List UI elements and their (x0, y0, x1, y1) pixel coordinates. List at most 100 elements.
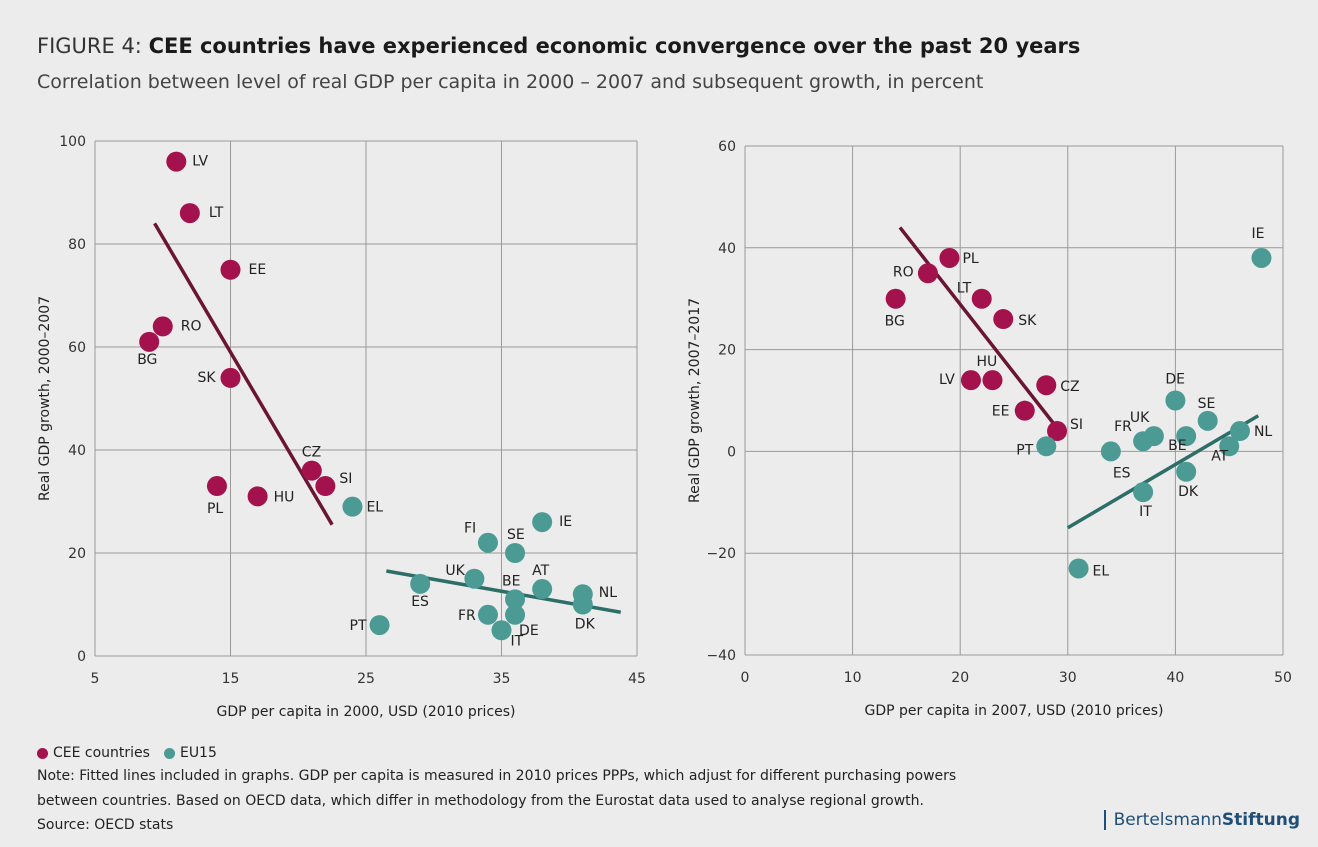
fitted-line-eu15 (1066, 414, 1260, 530)
point-label-eu15-de: DE (1165, 372, 1185, 388)
data-point-eu15-ie (532, 512, 553, 533)
legend-cee-label: CEE countries (53, 745, 150, 761)
point-label-eu15-es: ES (1113, 465, 1131, 481)
point-label-eu15-de: DE (519, 623, 539, 639)
point-label-cee-lt: LT (209, 205, 224, 221)
point-label-eu15-uk: UK (1130, 410, 1150, 426)
point-label-cee-lv: LV (939, 372, 955, 388)
data-point-cee-hu (247, 486, 268, 507)
data-point-cee-ro (152, 316, 173, 337)
y-tick-label: −20 (706, 546, 736, 562)
data-point-eu15-at (1219, 436, 1240, 457)
data-point-eu15-it (491, 620, 512, 641)
figure-prefix: FIGURE 4: (37, 34, 149, 58)
fitted-line-cee (153, 222, 334, 526)
figure-subtitle: Correlation between level of real GDP pe… (37, 71, 984, 93)
x-tick-label: 10 (844, 670, 862, 686)
chart-panel-2: 0 10 20 30 40 50 −40 −20 0 20 40 60 GDP per capita i… (687, 139, 1292, 719)
data-point-cee-si (315, 476, 336, 497)
x-tick-label: 50 (1274, 670, 1292, 686)
data-point-eu15-el (342, 496, 363, 517)
data-point-eu15-de (505, 604, 526, 625)
point-label-eu15-nl: NL (599, 585, 617, 601)
brand-part2: Stiftung (1221, 810, 1300, 830)
data-point-eu15-nl (1229, 421, 1250, 442)
data-point-cee-bg (885, 288, 906, 309)
data-point-cee-lv (960, 370, 981, 391)
y-axis-label: Real GDP growth, 2000–2007 (37, 296, 53, 501)
data-point-cee-si (1047, 421, 1068, 442)
point-label-cee-hu: HU (274, 489, 295, 505)
point-label-eu15-se: SE (507, 527, 525, 543)
point-label-cee-si: SI (339, 471, 352, 487)
figure-title-text: CEE countries have experienced economic … (148, 34, 1081, 58)
data-point-cee-cz (301, 460, 322, 481)
point-label-eu15-be: BE (1168, 438, 1186, 454)
point-label-cee-lt: LT (957, 281, 972, 297)
note-line-2: between countries. Based on OECD data, w… (37, 793, 924, 809)
point-label-cee-cz: CZ (302, 445, 321, 461)
data-point-cee-hu (982, 370, 1003, 391)
data-point-cee-lt (179, 203, 200, 224)
data-point-cee-pl (206, 476, 227, 497)
y-tick-label: 100 (59, 134, 86, 150)
y-tick-label: −40 (706, 648, 736, 664)
legend-eu15-marker (163, 747, 175, 759)
x-axis-label: GDP per capita in 2000, USD (2010 prices… (216, 704, 515, 720)
point-label-eu15-uk: UK (445, 563, 465, 579)
point-label-eu15-it: IT (1139, 504, 1152, 520)
y-tick-label: 40 (68, 443, 86, 459)
x-tick-label: 0 (741, 670, 750, 686)
point-label-eu15-se: SE (1198, 396, 1216, 412)
y-tick-label: 60 (718, 139, 736, 155)
data-point-cee-cz (1036, 375, 1057, 396)
data-point-eu15-dk (572, 594, 593, 615)
point-label-cee-ee: EE (249, 262, 267, 278)
y-tick-label: 0 (77, 649, 86, 665)
y-tick-label: 80 (68, 237, 86, 253)
data-point-cee-ro (917, 263, 938, 284)
data-point-eu15-es (1100, 441, 1121, 462)
figure-title: FIGURE 4: CEE countries have experienced… (37, 34, 1080, 58)
data-point-eu15-ie (1251, 247, 1272, 268)
data-point-eu15-dk (1176, 461, 1197, 482)
data-point-eu15-pt (369, 615, 390, 636)
y-tick-label: 0 (727, 444, 736, 460)
x-tick-label: 45 (628, 671, 646, 687)
data-point-eu15-uk (464, 568, 485, 589)
data-point-cee-sk (993, 309, 1014, 330)
x-axis-label: GDP per capita in 2007, USD (2010 prices… (864, 703, 1163, 719)
data-point-cee-bg (139, 331, 160, 352)
point-label-cee-bg: BG (885, 314, 905, 330)
data-point-eu15-be (1176, 426, 1197, 447)
point-label-cee-si: SI (1070, 417, 1083, 433)
y-tick-label: 40 (718, 241, 736, 257)
data-point-eu15-fi (477, 532, 498, 553)
point-label-cee-cz: CZ (1060, 379, 1079, 395)
legend-cee-marker (37, 747, 48, 759)
note-line-1: Note: Fitted lines included in graphs. G… (37, 768, 957, 784)
point-label-eu15-es: ES (411, 594, 429, 610)
point-label-eu15-at: AT (1211, 448, 1228, 464)
x-tick-label: 40 (1166, 670, 1184, 686)
point-label-eu15-fi: FI (464, 521, 476, 537)
bertelsmann-logo: BertelsmannStiftung (1103, 810, 1300, 830)
data-point-cee-lt (971, 288, 992, 309)
point-label-eu15-fr: FR (1114, 419, 1132, 435)
point-label-cee-ro: RO (181, 318, 202, 334)
data-point-eu15-se (1197, 410, 1218, 431)
point-label-eu15-nl: NL (1254, 424, 1272, 440)
point-label-cee-pl: PL (962, 251, 978, 267)
x-tick-label: 15 (222, 671, 240, 687)
point-label-eu15-dk: DK (575, 617, 596, 633)
point-label-eu15-be: BE (502, 573, 520, 589)
x-tick-label: 30 (1059, 670, 1077, 686)
legend-item-eu15: EU15 (163, 745, 217, 761)
data-point-eu15-se (505, 543, 526, 563)
x-tick-label: 35 (493, 671, 511, 687)
y-axis-label: Real GDP growth, 2007–2017 (687, 298, 703, 503)
point-label-eu15-ie: IE (1251, 226, 1264, 242)
point-label-cee-sk: SK (1018, 313, 1037, 329)
chart-panel-1: 5 15 25 35 45 0 20 40 60 80 100 GDP per capita in 2… (37, 134, 646, 720)
